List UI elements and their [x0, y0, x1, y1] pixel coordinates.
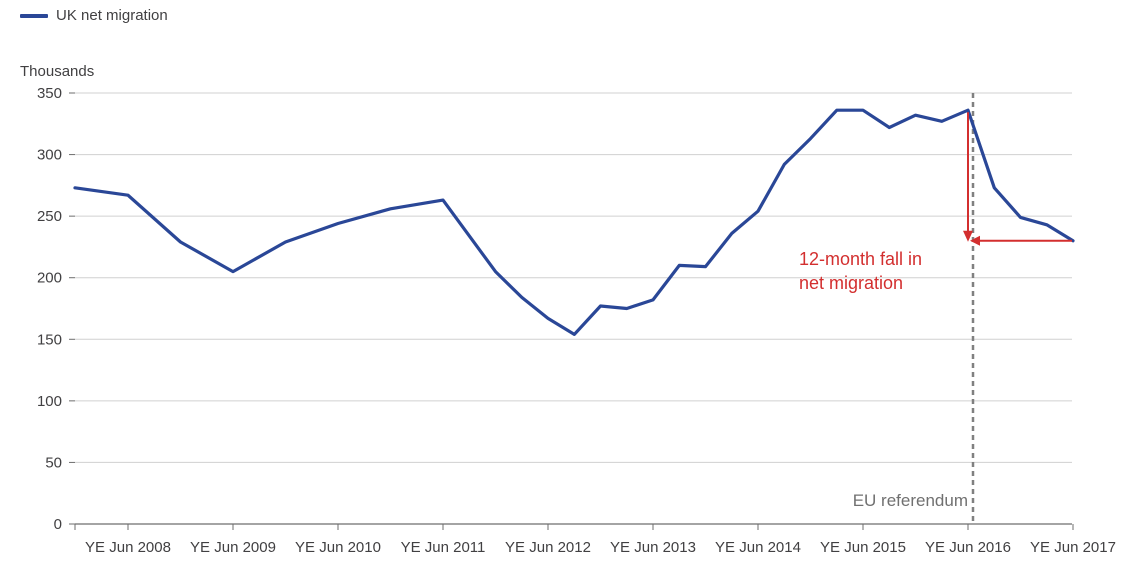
- x-tick-label: YE Jun 2014: [715, 539, 801, 556]
- series-line-uk-net-migration: [73, 108, 1075, 336]
- fall-arrow-head: [963, 230, 973, 242]
- fall-reference-arrow-head: [970, 235, 980, 246]
- x-tick-label: YE Jun 2016: [925, 539, 1011, 556]
- x-tick-label: YE Jun 2010: [295, 539, 381, 556]
- fall-label-line-2: net migration: [799, 273, 903, 293]
- legend: UK net migration: [20, 7, 168, 24]
- y-tick-label: 50: [45, 454, 62, 471]
- y-tick-label: 300: [37, 147, 62, 164]
- x-tick-label: YE Jun 2011: [401, 539, 486, 556]
- legend-swatch: [20, 13, 48, 18]
- y-axis-label: Thousands: [20, 63, 95, 80]
- y-tick-label: 200: [37, 270, 62, 287]
- legend-label: UK net migration: [56, 7, 168, 24]
- y-tick-label: 350: [37, 85, 62, 102]
- y-tick-label: 100: [37, 393, 62, 410]
- x-tick-label: YE Jun 2013: [610, 539, 696, 556]
- x-tick-label: YE Jun 2008: [85, 539, 171, 556]
- y-tick-label: 0: [54, 516, 62, 533]
- y-tick-label: 250: [37, 208, 62, 225]
- y-tick-label: 150: [37, 331, 62, 348]
- x-tick-label: YE Jun 2009: [190, 539, 276, 556]
- x-tick-label: YE Jun 2012: [505, 539, 591, 556]
- x-tick-label: YE Jun 2017: [1030, 539, 1116, 556]
- x-tick-label: YE Jun 2015: [820, 539, 906, 556]
- fall-label-line-1: 12-month fall in: [799, 249, 922, 269]
- referendum-label: EU referendum: [853, 491, 968, 510]
